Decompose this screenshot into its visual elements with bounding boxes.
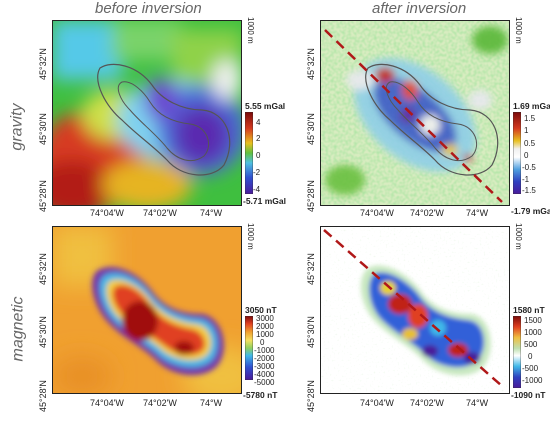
magnetic-before-map [52, 226, 242, 394]
colorbar-tick: -4000 [254, 370, 275, 379]
colorbar-tick: -0.5 [522, 163, 536, 172]
colorbar-min-label: -5780 nT [243, 390, 278, 400]
longitude-label: 74°W [466, 398, 489, 408]
colorbar-tick: 0 [524, 151, 529, 160]
latitude-label: 45°30'N [38, 113, 48, 145]
colorbar-tick: -2 [253, 168, 261, 177]
latitude-label: 45°32'N [306, 253, 316, 285]
row-title-gravity: gravity [8, 103, 26, 151]
latitude-label: 45°30'N [38, 316, 48, 348]
longitude-label: 74°02'W [143, 208, 177, 218]
colorbar-tick: 0.5 [524, 139, 536, 148]
colorbar-tick: 4 [256, 118, 261, 127]
colorbar-tick: -5000 [254, 378, 275, 387]
colorbar-tick: -3000 [254, 362, 275, 371]
latitude-label: 45°28'N [38, 380, 48, 412]
colorbar-tick: 1000 [524, 328, 542, 337]
profile-line [323, 229, 503, 387]
colorbar-tick: 1500 [524, 316, 542, 325]
colorbar-tick: 500 [524, 340, 538, 349]
magnetic-after-colorbar [513, 316, 521, 388]
magnetic-colorbar [245, 316, 253, 380]
scale-bar-label: 1000 m [514, 223, 523, 250]
colorbar-tick: -4 [253, 185, 261, 194]
latitude-label: 45°30'N [306, 316, 316, 348]
longitude-label: 74°04'W [90, 398, 124, 408]
colorbar-tick: 0 [528, 352, 533, 361]
longitude-label: 74°02'W [410, 398, 444, 408]
scale-bar-label: 1000 m [246, 17, 255, 44]
colorbar-min-label: -5.71 mGal [243, 196, 286, 206]
colorbar-tick: -500 [522, 364, 539, 373]
profile-line [324, 29, 503, 203]
colorbar-max-label: 3050 nT [245, 305, 277, 315]
colorbar-tick: 2 [256, 134, 261, 143]
latitude-label: 45°28'N [306, 180, 316, 212]
column-title-before: before inversion [95, 0, 202, 17]
colorbar-tick: -1 [522, 175, 530, 184]
colorbar-max-label: 1580 nT [513, 305, 545, 315]
colorbar-max-label: 5.55 mGal [245, 101, 286, 111]
latitude-label: 45°30'N [306, 113, 316, 145]
latitude-label: 45°32'N [38, 48, 48, 80]
gravity-after-map [320, 20, 510, 206]
longitude-label: 74°W [200, 398, 223, 408]
colorbar-tick: 0 [260, 338, 265, 347]
longitude-label: 74°W [200, 208, 223, 218]
colorbar-min-label: -1090 nT [511, 390, 546, 400]
colorbar-tick: -1000 [254, 346, 275, 355]
longitude-label: 74°02'W [410, 208, 444, 218]
row-title-magnetic: magnetic [9, 296, 27, 362]
colorbar-min-label: -1.79 mGal [511, 206, 550, 216]
colorbar-tick: 1 [524, 126, 529, 135]
colorbar-tick: -2000 [254, 354, 275, 363]
latitude-label: 45°28'N [38, 180, 48, 212]
colorbar-tick: 1000 [256, 330, 274, 339]
longitude-label: 74°02'W [143, 398, 177, 408]
column-title-after: after inversion [372, 0, 467, 17]
longitude-label: 74°04'W [360, 208, 394, 218]
longitude-label: 74°04'W [360, 398, 394, 408]
colorbar-tick: -1000 [522, 376, 543, 385]
gravity-colorbar [245, 112, 253, 194]
colorbar-max-label: 1.69 mGal [513, 101, 550, 111]
longitude-label: 74°W [466, 208, 489, 218]
latitude-label: 45°28'N [306, 380, 316, 412]
colorbar-tick: 3000 [256, 314, 274, 323]
scale-bar-label: 1000 m [514, 17, 523, 44]
latitude-label: 45°32'N [306, 48, 316, 80]
latitude-label: 45°32'N [38, 253, 48, 285]
colorbar-tick: -1.5 [522, 186, 536, 195]
magnetic-after-map [320, 226, 510, 394]
longitude-label: 74°04'W [90, 208, 124, 218]
gravity-before-map [52, 20, 242, 206]
colorbar-tick: 1.5 [524, 114, 536, 123]
scale-bar-label: 1000 m [246, 223, 255, 250]
gravity-after-colorbar [513, 112, 521, 194]
colorbar-tick: 0 [256, 151, 261, 160]
colorbar-tick: 2000 [256, 322, 274, 331]
